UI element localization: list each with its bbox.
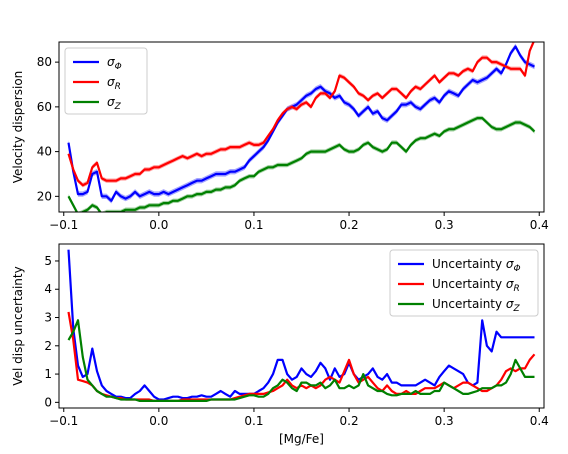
x-tick-label: −0.1 xyxy=(49,218,78,232)
x-tick-label: 0.0 xyxy=(149,414,168,428)
y-tick-label: 1 xyxy=(44,367,52,381)
legend-label-2: Uncertainty σR xyxy=(432,277,520,294)
legend-label-3: Uncertainty σZ xyxy=(432,297,521,314)
chart-panel-2: −0.1 0.0 0.1 0.2 0.3 0.4 0 1 2 3 4 5 Vel disp uncert… xyxy=(11,243,549,446)
legend-box xyxy=(64,47,148,115)
axes-frame xyxy=(58,243,545,409)
y-tick-label: 40 xyxy=(37,145,52,159)
series-line-1 xyxy=(67,45,535,202)
y-tick-label: 3 xyxy=(44,311,52,325)
series-line-3 xyxy=(67,319,535,402)
series-line-2 xyxy=(67,311,536,402)
y-axis-label: Vel disp uncertainty xyxy=(11,266,25,385)
x-tick-label: 0.2 xyxy=(340,218,359,232)
legend: σΦ σR σZ xyxy=(64,47,148,115)
series-line-1 xyxy=(67,249,535,401)
y-tick-label: 4 xyxy=(44,282,52,296)
legend: Uncertainty σΦ Uncertainty σR Uncertainty … xyxy=(389,249,539,317)
legend-box xyxy=(389,249,539,317)
y-tick-label: 2 xyxy=(44,339,52,353)
legend-label-1: σΦ xyxy=(107,55,122,72)
y-tick-label: 0 xyxy=(44,395,52,409)
y-tick-label: 20 xyxy=(37,189,52,203)
series-band-3 xyxy=(68,115,535,212)
x-tick-label: 0.3 xyxy=(435,218,454,232)
x-tick-label: 0.3 xyxy=(435,414,454,428)
series-line-2 xyxy=(67,42,535,187)
x-tick-label: 0.1 xyxy=(244,218,263,232)
x-tick-label: −0.1 xyxy=(49,414,78,428)
y-tick-label: 80 xyxy=(37,55,52,69)
series-line-3 xyxy=(67,116,536,212)
x-tick-label: 0.1 xyxy=(244,414,263,428)
legend-label-1: Uncertainty σΦ xyxy=(432,257,521,274)
axes-frame xyxy=(58,41,545,213)
series-band-2 xyxy=(68,42,535,188)
x-tick-label: 0.2 xyxy=(340,414,359,428)
x-axis-label: [Mg/Fe] xyxy=(279,432,324,446)
plot-area xyxy=(67,249,536,402)
y-tick-label: 5 xyxy=(44,254,52,268)
x-tick-label: 0.0 xyxy=(149,218,168,232)
legend-label-3: σZ xyxy=(107,95,122,112)
x-tick-label: 0.4 xyxy=(530,218,549,232)
y-axis-label: Velocity dispersion xyxy=(11,71,25,184)
y-tick-label: 60 xyxy=(37,100,52,114)
plot-area xyxy=(67,42,536,212)
legend-label-2: σR xyxy=(107,75,121,92)
chart-panel-1: −0.1 0.0 0.1 0.2 0.3 0.4 20 40 60 80 Velocity disp… xyxy=(11,41,549,232)
x-tick-label: 0.4 xyxy=(530,414,549,428)
